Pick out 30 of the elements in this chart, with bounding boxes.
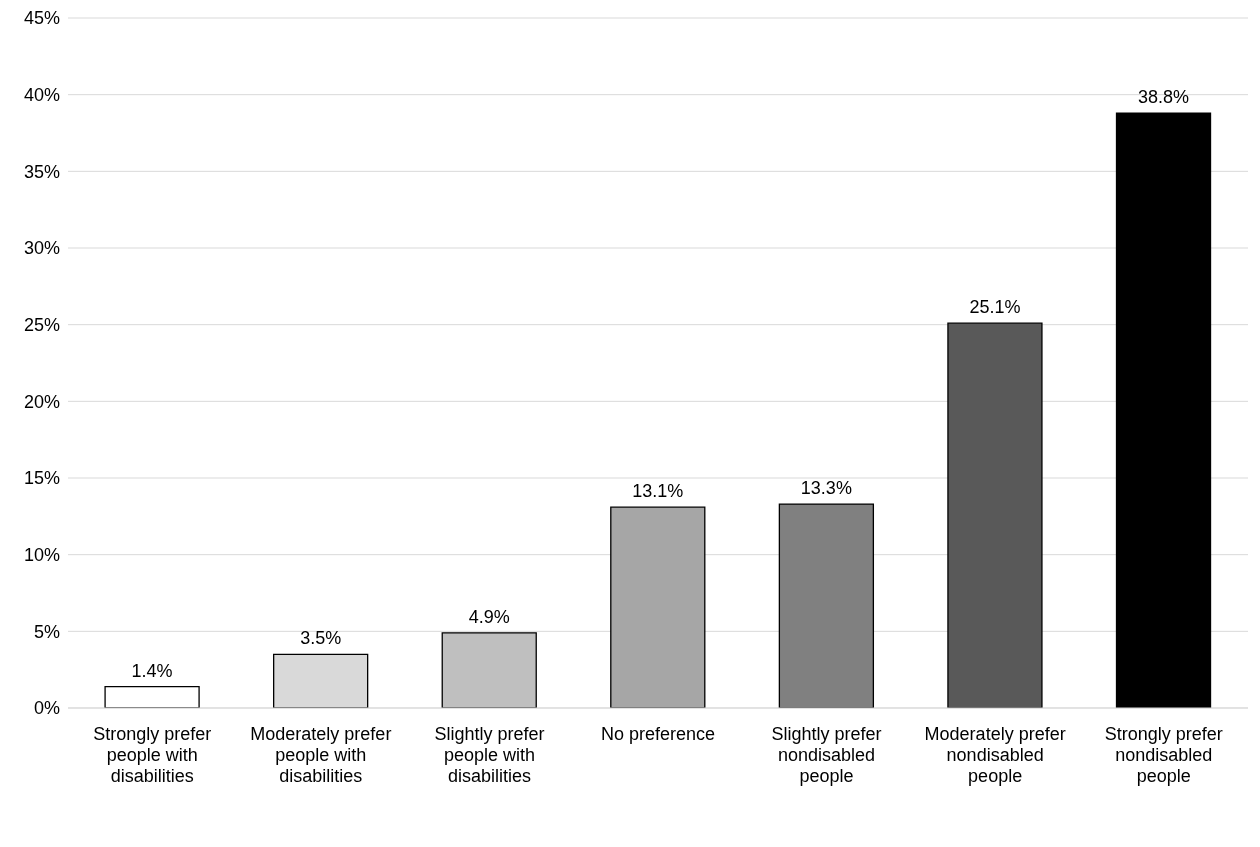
bar bbox=[104, 685, 200, 708]
y-tick-label: 20% bbox=[23, 391, 60, 412]
y-tick-label: 0% bbox=[33, 698, 60, 719]
y-tick-label: 25% bbox=[23, 315, 60, 336]
data-label: 1.4% bbox=[131, 660, 173, 681]
bar bbox=[441, 632, 537, 708]
data-label: 13.3% bbox=[800, 478, 852, 499]
data-label: 4.9% bbox=[468, 606, 510, 627]
y-tick-label: 10% bbox=[23, 545, 60, 566]
x-tick-label: Moderately prefer nondisabled people bbox=[924, 724, 1066, 786]
x-tick-label: Strongly prefer people with disabilities bbox=[93, 724, 212, 786]
y-tick-label: 45% bbox=[23, 8, 60, 29]
y-tick-label: 30% bbox=[23, 238, 60, 259]
bar bbox=[778, 503, 875, 708]
bar bbox=[947, 322, 1043, 708]
x-tick-label: Moderately prefer people with disabilities bbox=[250, 724, 392, 786]
x-tick-label: Slightly prefer people with disabilities bbox=[434, 724, 545, 786]
y-tick-label: 15% bbox=[23, 468, 60, 489]
x-tick-label: Slightly prefer nondisabled people bbox=[771, 724, 882, 786]
y-tick-label: 40% bbox=[23, 85, 60, 106]
data-label: 25.1% bbox=[969, 297, 1021, 318]
bar bbox=[610, 506, 706, 708]
y-tick-label: 35% bbox=[23, 161, 60, 182]
y-tick-label: 5% bbox=[33, 621, 60, 642]
data-label: 38.8% bbox=[1137, 87, 1190, 108]
data-label: 3.5% bbox=[300, 628, 342, 649]
data-label: 13.1% bbox=[632, 481, 684, 502]
bar bbox=[1115, 112, 1212, 708]
x-tick-label: Strongly prefer nondisabled people bbox=[1104, 724, 1223, 786]
x-tick-label: No preference bbox=[600, 724, 716, 744]
